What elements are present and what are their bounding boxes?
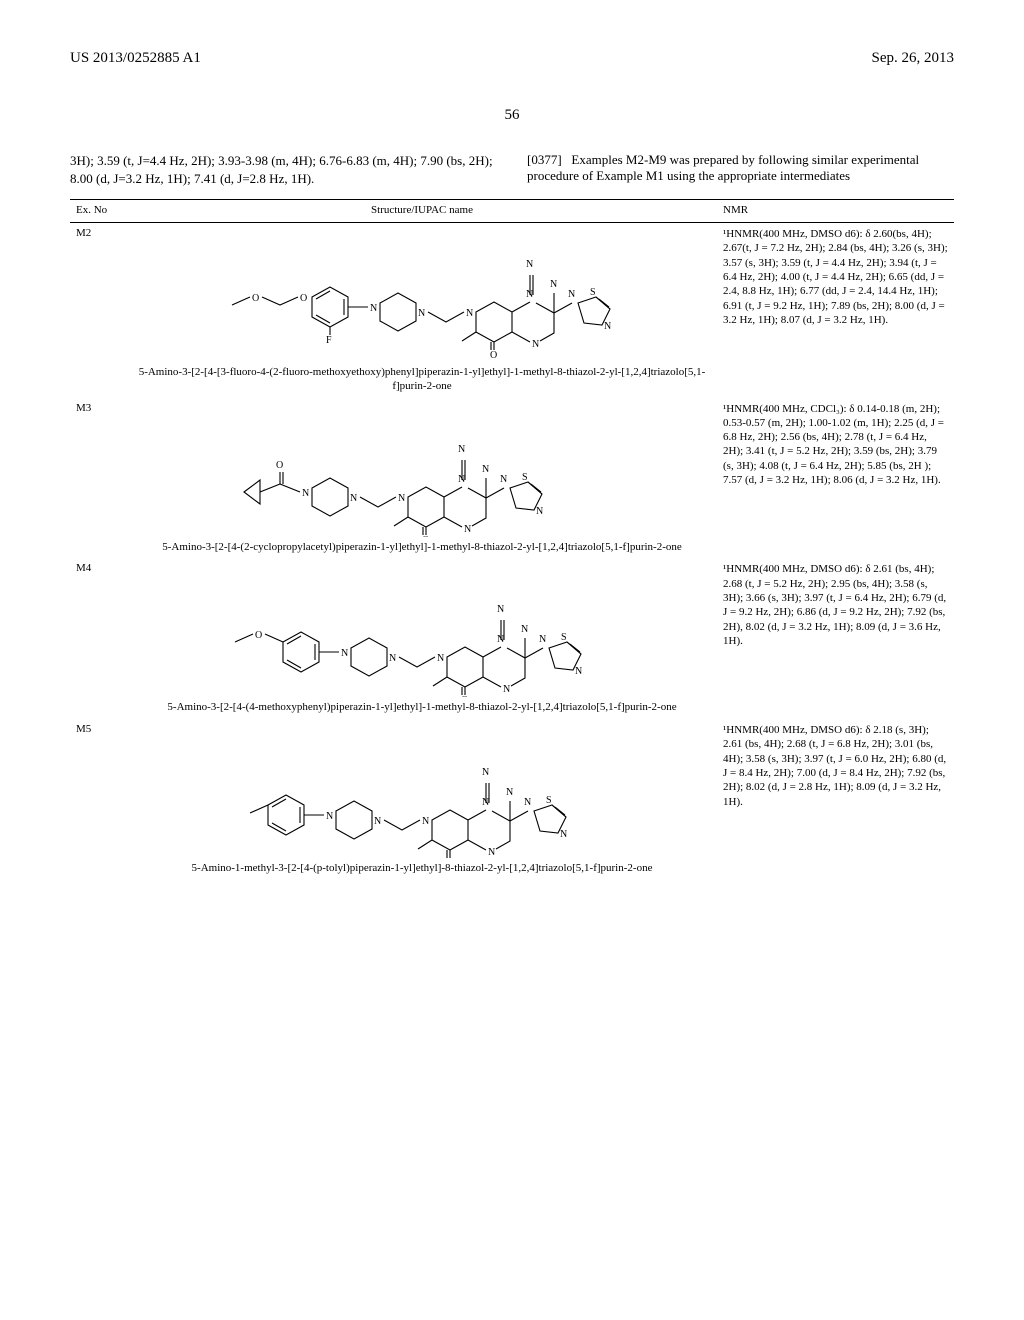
structure-m4-svg: O N N N O N (227, 562, 617, 697)
svg-text:N: N (604, 321, 611, 332)
page-number: 56 (70, 107, 954, 124)
structure-m2-svg: O O F N N N (222, 227, 622, 362)
svg-text:N: N (418, 308, 425, 319)
svg-text:N: N (560, 829, 567, 840)
svg-text:N: N (482, 464, 489, 475)
iupac-name: 5-Amino-3-[2-[4-(2-cyclopropylacetyl)pip… (133, 541, 711, 555)
table-row: M4 O N N N (70, 558, 954, 719)
iupac-name: 5-Amino-3-[2-[4-[3-fluoro-4-(2-fluoro-me… (133, 366, 711, 394)
svg-text:O: O (490, 350, 497, 361)
svg-text:N: N (302, 488, 309, 499)
svg-text:N: N (341, 648, 348, 659)
svg-text:S: S (546, 795, 552, 806)
svg-text:O: O (276, 460, 283, 471)
svg-text:S: S (590, 287, 596, 298)
structure-m3-svg: O N N N O N N (232, 402, 612, 537)
nmr-cell: ¹HNMR(400 MHz, DMSO d6): δ 2.60(bs, 4H);… (717, 223, 954, 398)
structure-cell: O O F N N N (127, 223, 717, 398)
svg-text:N: N (458, 444, 465, 455)
header-pubnum: US 2013/0252885 A1 (70, 50, 201, 67)
svg-text:N: N (350, 493, 357, 504)
ex-no: M5 (70, 719, 127, 880)
svg-text:N: N (539, 634, 546, 645)
table-row: M2 O O F N N (70, 223, 954, 398)
svg-text:N: N (422, 816, 429, 827)
svg-text:S: S (522, 472, 528, 483)
svg-text:N: N (526, 259, 533, 270)
svg-text:N: N (532, 339, 539, 350)
nmr-cell: ¹HNMR(400 MHz, DMSO d6): δ 2.61 (bs, 4H)… (717, 558, 954, 719)
structure-m5-svg: N N N O N N N N N (232, 723, 612, 858)
svg-text:S: S (561, 632, 567, 643)
examples-table: Ex. No Structure/IUPAC name NMR M2 O O F (70, 199, 954, 880)
right-paragraph: [0377] Examples M2-M9 was prepared by fo… (527, 152, 954, 187)
table-row: M5 N N N (70, 719, 954, 880)
paragraph-text: Examples M2-M9 was prepared by following… (527, 152, 919, 183)
svg-text:N: N (550, 279, 557, 290)
svg-text:N: N (326, 811, 333, 822)
svg-text:O: O (252, 293, 259, 304)
svg-text:N: N (536, 506, 543, 517)
svg-text:N: N (524, 797, 531, 808)
svg-text:N: N (466, 308, 473, 319)
svg-text:N: N (398, 493, 405, 504)
svg-text:N: N (500, 474, 507, 485)
svg-text:F: F (326, 335, 332, 346)
svg-text:N: N (370, 303, 377, 314)
svg-text:O: O (300, 293, 307, 304)
iupac-name: 5-Amino-1-methyl-3-[2-[4-(p-tolyl)pipera… (133, 862, 711, 876)
ex-no: M4 (70, 558, 127, 719)
svg-text:N: N (464, 524, 471, 535)
svg-text:N: N (521, 624, 528, 635)
ex-no: M2 (70, 223, 127, 398)
col-head-exno: Ex. No (70, 200, 127, 223)
svg-text:N: N (503, 684, 510, 695)
page-header: US 2013/0252885 A1 Sep. 26, 2013 (70, 50, 954, 67)
svg-text:N: N (497, 604, 504, 615)
structure-cell: N N N O N N N N N (127, 719, 717, 880)
svg-text:O: O (422, 535, 429, 537)
svg-text:O: O (461, 695, 468, 697)
nmr-cell: ¹HNMR(400 MHz, CDCl₃): δ 0.14-0.18 (m, 2… (717, 398, 954, 559)
svg-text:N: N (488, 847, 495, 858)
svg-text:N: N (575, 666, 582, 677)
ex-no: M3 (70, 398, 127, 559)
svg-text:N: N (506, 787, 513, 798)
svg-text:N: N (482, 767, 489, 778)
svg-text:N: N (389, 653, 396, 664)
svg-text:N: N (437, 653, 444, 664)
col-head-nmr: NMR (717, 200, 954, 223)
svg-text:N: N (568, 289, 575, 300)
left-nmr-fragment: 3H); 3.59 (t, J=4.4 Hz, 2H); 3.93-3.98 (… (70, 152, 497, 187)
table-row: M3 O N N (70, 398, 954, 559)
structure-cell: O N N N O N (127, 558, 717, 719)
structure-cell: O N N N O N N (127, 398, 717, 559)
nmr-cell: ¹HNMR(400 MHz, DMSO d6): δ 2.18 (s, 3H);… (717, 719, 954, 880)
svg-text:O: O (255, 630, 262, 641)
col-head-structure: Structure/IUPAC name (127, 200, 717, 223)
paragraph-label: [0377] (527, 152, 562, 167)
intro-columns: 3H); 3.59 (t, J=4.4 Hz, 2H); 3.93-3.98 (… (70, 152, 954, 187)
iupac-name: 5-Amino-3-[2-[4-(4-methoxyphenyl)piperaz… (133, 701, 711, 715)
svg-text:N: N (374, 816, 381, 827)
header-date: Sep. 26, 2013 (872, 50, 955, 67)
